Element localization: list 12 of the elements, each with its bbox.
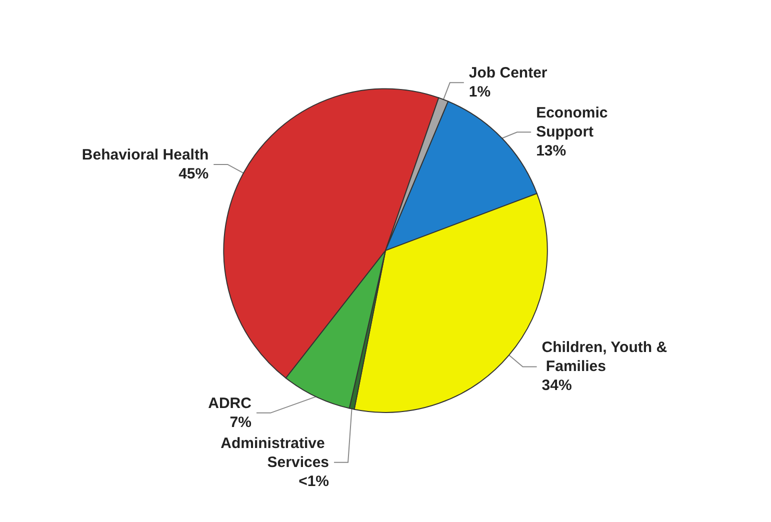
slice-label: Job Center bbox=[468, 64, 548, 82]
data-label: 13% bbox=[536, 142, 566, 160]
slice-label: Economic Support bbox=[536, 104, 612, 141]
data-label: 1% bbox=[468, 84, 491, 101]
slice-label: Administrative Services bbox=[220, 434, 330, 471]
data-label: 7% bbox=[230, 414, 252, 431]
data-label: 34% bbox=[542, 377, 572, 394]
slice-label: Behavioral Health bbox=[82, 146, 209, 164]
slice-label: Children, Youth & Families bbox=[542, 339, 668, 376]
data-label: <1% bbox=[298, 472, 330, 490]
slice-label: ADRC bbox=[208, 394, 252, 412]
data-label: 45% bbox=[178, 165, 209, 182]
